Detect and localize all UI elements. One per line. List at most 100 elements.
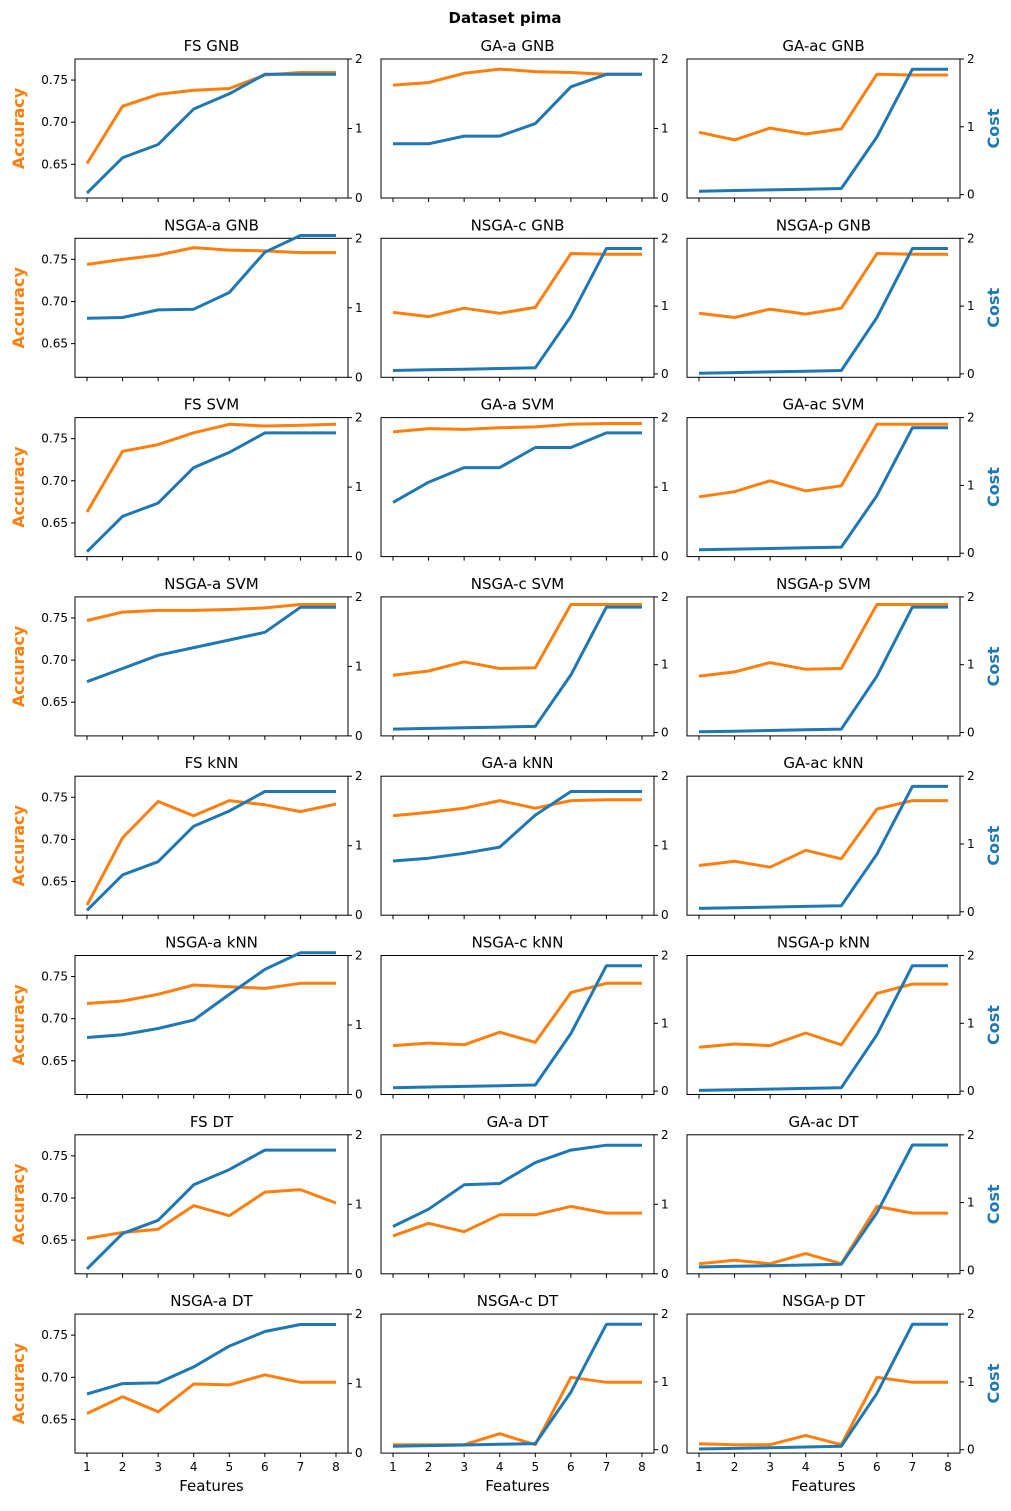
y-axis-label-cost: Cost xyxy=(984,287,1003,327)
x-tick-label: 3 xyxy=(460,1460,468,1474)
y-tick-right-label: 0 xyxy=(967,1084,975,1098)
accuracy-line xyxy=(698,422,948,499)
subplot-title: NSGA-p SVM xyxy=(776,575,871,593)
plot-frame xyxy=(380,237,655,378)
accuracy-line xyxy=(698,1204,948,1266)
cost-line xyxy=(86,605,336,684)
accuracy-line xyxy=(698,603,948,678)
cost-line xyxy=(698,964,948,1092)
cost-line xyxy=(392,964,642,1090)
x-tick-label: 1 xyxy=(695,1460,703,1474)
cost-line xyxy=(698,247,948,375)
subplot-title: NSGA-c DT xyxy=(477,1292,559,1310)
y-tick-right-label: 0 xyxy=(967,1443,975,1457)
y-tick-right-label: 1 xyxy=(661,1197,669,1211)
y-axis-label-cost: Cost xyxy=(984,108,1003,148)
y-tick-right-label: 0 xyxy=(355,1267,363,1281)
y-tick-right-label: 0 xyxy=(967,726,975,740)
x-tick-label: 7 xyxy=(603,1460,611,1474)
plot-frame xyxy=(380,1313,655,1454)
plot-frame xyxy=(686,237,961,378)
accuracy-line xyxy=(392,67,642,87)
cost-line xyxy=(86,951,336,1039)
y-tick-right-label: 1 xyxy=(967,120,975,134)
y-tick-right-label: 1 xyxy=(967,299,975,313)
y-tick-right-label: 2 xyxy=(355,769,363,783)
x-tick-label: 6 xyxy=(567,1460,575,1474)
y-tick-left-label: 0.70 xyxy=(41,294,68,308)
y-tick-right-label: 2 xyxy=(661,949,669,963)
y-tick-right-label: 0 xyxy=(355,908,363,922)
plot-frame xyxy=(380,775,655,916)
cost-line xyxy=(392,247,642,372)
plot-frame xyxy=(74,775,349,916)
y-tick-right-label: 0 xyxy=(661,726,669,740)
y-axis-label-cost: Cost xyxy=(984,646,1003,686)
subplot-title: NSGA-p kNN xyxy=(777,934,870,952)
y-tick-left-label: 0.75 xyxy=(41,252,68,266)
panel-grid: FS GNB 0.65 0.70 0.75 Accuracy 0 1 2 GA-a GNB 0 1 2… xyxy=(9,37,1003,1495)
accuracy-line xyxy=(698,982,948,1049)
plot-frame xyxy=(686,955,961,1095)
subplot-0: FS GNB 0.65 0.70 0.75 Accuracy 0 1 2 xyxy=(9,37,363,205)
y-tick-right-label: 1 xyxy=(355,301,363,315)
x-tick-label: 4 xyxy=(802,1460,810,1474)
subplot-title: NSGA-c kNN xyxy=(472,934,564,952)
y-tick-right-label: 0 xyxy=(661,550,669,564)
subplot-title: NSGA-a DT xyxy=(170,1292,253,1310)
y-axis-label-accuracy: Accuracy xyxy=(9,984,28,1066)
y-tick-right-label: 1 xyxy=(661,299,669,313)
y-tick-right-label: 1 xyxy=(355,1018,363,1032)
subplot-title: GA-a SVM xyxy=(481,396,555,414)
y-tick-right-label: 2 xyxy=(967,231,975,245)
y-tick-left-label: 0.70 xyxy=(41,1370,68,1384)
cost-line xyxy=(698,426,948,552)
subplot-title: GA-ac SVM xyxy=(783,396,865,414)
subplot-5: NSGA-p GNB 0 1 2 Cost xyxy=(686,216,1003,382)
y-tick-right-label: 1 xyxy=(661,480,669,494)
cost-line xyxy=(85,431,336,553)
plot-frame xyxy=(74,417,349,558)
plot-frame xyxy=(74,58,349,199)
y-tick-right-label: 2 xyxy=(355,231,363,245)
subplot-title: FS kNN xyxy=(185,754,239,772)
accuracy-line xyxy=(86,1188,337,1240)
subplot-title: NSGA-p DT xyxy=(782,1292,866,1310)
subplot-3: NSGA-a GNB 0.65 0.70 0.75 Accuracy 0 1 2 xyxy=(9,216,363,384)
x-tick-label: 2 xyxy=(425,1460,433,1474)
y-tick-right-label: 2 xyxy=(355,1128,363,1142)
y-tick-left-label: 0.70 xyxy=(41,474,68,488)
y-tick-left-label: 0.70 xyxy=(41,115,68,129)
y-tick-left-label: 0.75 xyxy=(41,1328,68,1342)
x-tick-label: 8 xyxy=(332,1460,340,1474)
y-tick-right-label: 2 xyxy=(661,1307,669,1321)
subplot-8: GA-ac SVM 0 1 2 Cost xyxy=(686,396,1003,561)
subplot-2: GA-ac GNB 0 1 2 Cost xyxy=(686,37,1003,202)
cost-line xyxy=(85,72,336,195)
subplot-title: FS DT xyxy=(190,1113,234,1131)
subplot-22: NSGA-c DT 1 2 3 4 5 6 7 8 Features 0 1 2 xyxy=(380,1292,669,1495)
x-tick-label: 5 xyxy=(225,1460,233,1474)
y-tick-left-label: 0.65 xyxy=(41,337,68,351)
y-axis-label-cost: Cost xyxy=(984,1363,1003,1403)
y-tick-right-label: 0 xyxy=(661,1267,669,1281)
subplot-18: FS DT 0.65 0.70 0.75 Accuracy 0 1 2 xyxy=(9,1113,363,1281)
x-tick-label: 7 xyxy=(909,1460,917,1474)
y-tick-left-label: 0.65 xyxy=(41,1054,68,1068)
y-tick-right-label: 2 xyxy=(967,769,975,783)
x-axis-label: Features xyxy=(791,1477,856,1495)
cost-line xyxy=(85,1148,336,1270)
y-tick-right-label: 2 xyxy=(355,590,363,604)
y-tick-right-label: 0 xyxy=(967,546,975,560)
y-tick-right-label: 2 xyxy=(661,590,669,604)
y-tick-left-label: 0.75 xyxy=(41,611,68,625)
x-tick-label: 1 xyxy=(389,1460,397,1474)
accuracy-line xyxy=(392,798,642,818)
y-tick-left-label: 0.65 xyxy=(41,695,68,709)
y-tick-right-label: 2 xyxy=(661,52,669,66)
subplot-13: GA-a kNN 0 1 2 xyxy=(380,754,669,922)
y-tick-left-label: 0.70 xyxy=(41,1191,68,1205)
plot-frame xyxy=(74,1134,349,1275)
y-tick-right-label: 1 xyxy=(355,480,363,494)
